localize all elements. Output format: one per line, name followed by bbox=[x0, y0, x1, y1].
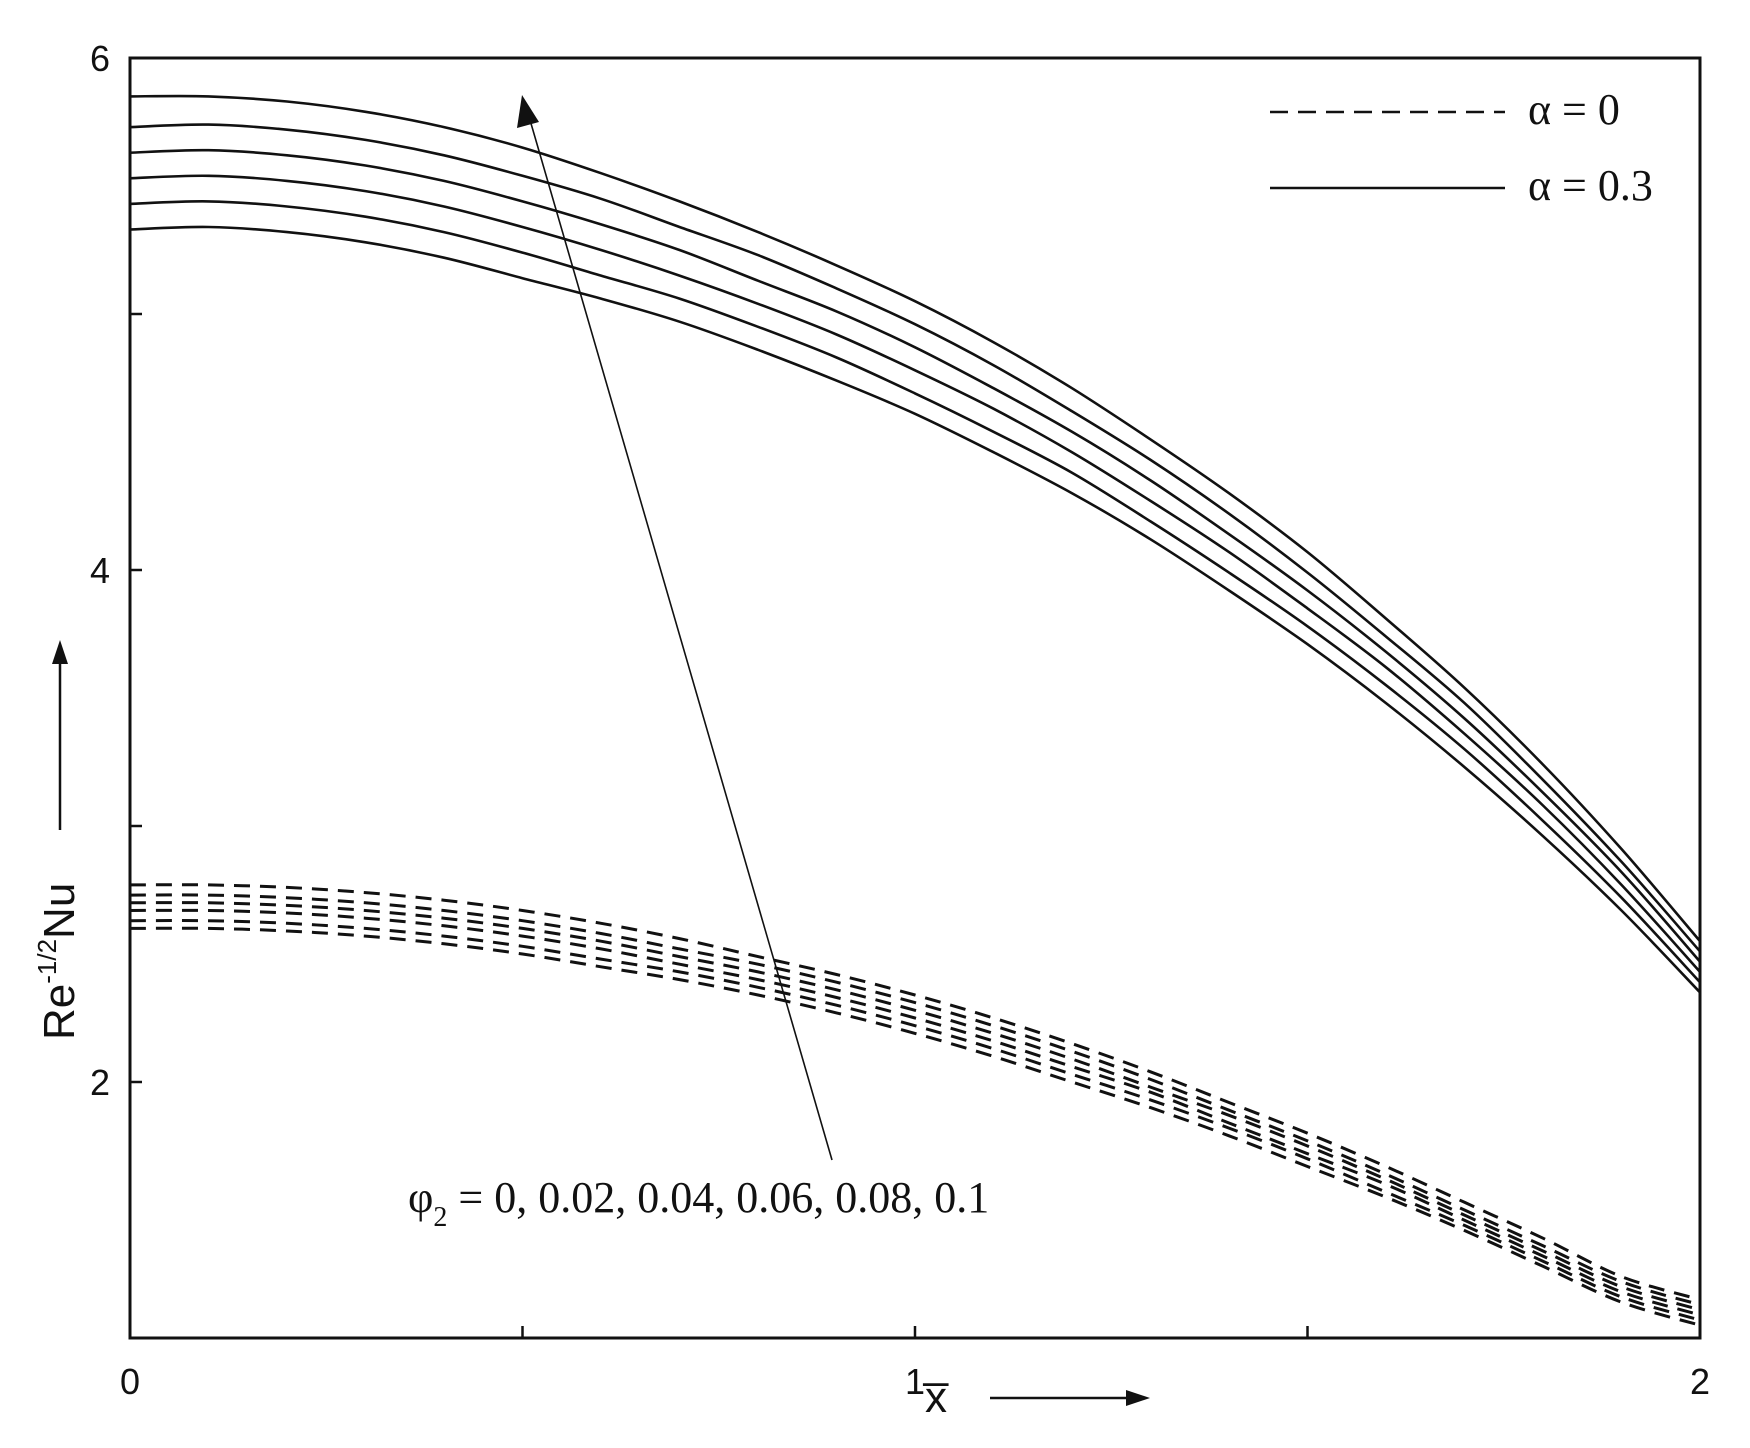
annotation: φ2 = 0, 0.02, 0.04, 0.06, 0.08, 0.1 bbox=[408, 95, 989, 1233]
legend-label-solid: α = 0.3 bbox=[1528, 161, 1653, 210]
annotation-sub: 2 bbox=[433, 1202, 447, 1233]
axis-ticks: 0 1 2 2 4 6 bbox=[90, 38, 1710, 1402]
y-tick-label: 4 bbox=[90, 550, 110, 591]
svg-text:Re-1/2Nu: Re-1/2Nu bbox=[32, 883, 84, 1040]
legend: α = 0 α = 0.3 bbox=[1270, 85, 1653, 210]
series-line-solid-2 bbox=[129, 174, 1701, 973]
annotation-values: = 0, 0.02, 0.04, 0.06, 0.08, 0.1 bbox=[447, 1173, 989, 1222]
annotation-arrow-head bbox=[517, 95, 539, 128]
annotation-arrow-line bbox=[529, 119, 833, 1161]
x-tick-label: 1 bbox=[905, 1361, 925, 1402]
series-line-dashed-10 bbox=[129, 893, 1701, 1307]
x-tick-label: 2 bbox=[1690, 1361, 1710, 1402]
series-line-dashed-7 bbox=[129, 919, 1701, 1322]
series-line-solid-5 bbox=[129, 94, 1701, 943]
series-line-solid-4 bbox=[129, 123, 1701, 953]
series-line-solid-3 bbox=[129, 148, 1701, 963]
y-tick-label: 6 bbox=[90, 38, 110, 79]
y-axis-label-sup: -1/2 bbox=[32, 939, 62, 984]
x-axis-arrow-head bbox=[1126, 1390, 1150, 1406]
series-line-solid-0 bbox=[129, 225, 1701, 994]
series-line-dashed-6 bbox=[129, 926, 1701, 1327]
annotation-text: φ2 = 0, 0.02, 0.04, 0.06, 0.08, 0.1 bbox=[408, 1173, 989, 1233]
y-axis-label-tail: Nu bbox=[35, 883, 84, 939]
legend-label-dashed: α = 0 bbox=[1528, 85, 1620, 134]
annotation-phi: φ bbox=[408, 1173, 433, 1222]
series-line-dashed-8 bbox=[129, 908, 1701, 1317]
x-axis-label: x̅ bbox=[923, 1373, 949, 1422]
series-line-solid-1 bbox=[129, 200, 1701, 984]
series-line-dashed-9 bbox=[129, 901, 1701, 1312]
y-axis-title: Re-1/2Nu bbox=[32, 640, 84, 1040]
series-group bbox=[129, 94, 1701, 1327]
y-tick-label: 2 bbox=[90, 1062, 110, 1103]
y-axis-arrow-head bbox=[52, 640, 68, 664]
series-line-dashed-11 bbox=[129, 883, 1701, 1302]
x-tick-label: 0 bbox=[120, 1361, 140, 1402]
x-axis-title: x̅ bbox=[923, 1373, 1150, 1422]
y-axis-label-base: Re bbox=[35, 984, 84, 1040]
plot-frame bbox=[128, 56, 1702, 1340]
